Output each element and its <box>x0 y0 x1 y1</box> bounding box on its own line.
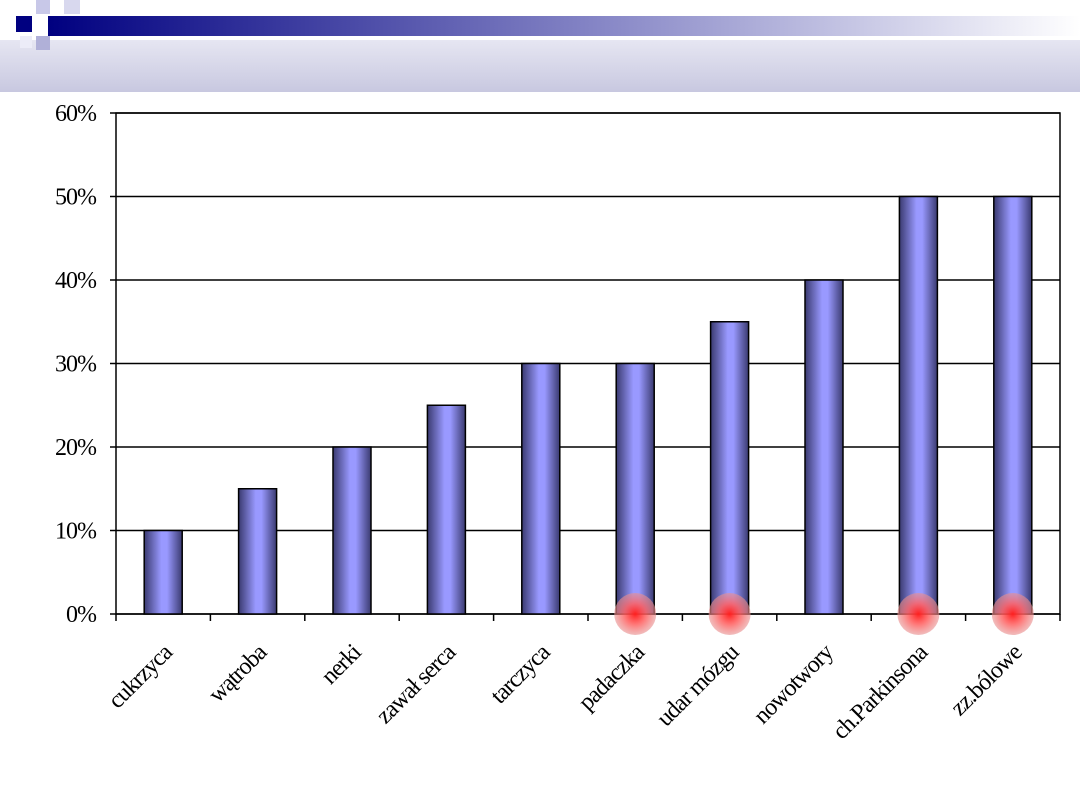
x-tick-label: zawał serca <box>371 639 461 729</box>
x-tick-label: nowotwory <box>749 639 839 729</box>
bar <box>426 404 467 615</box>
y-tick-label: 40% <box>55 268 97 294</box>
bar <box>143 529 183 615</box>
y-tick-label: 20% <box>55 435 97 461</box>
y-tick-label: 10% <box>55 519 97 545</box>
y-tick-label: 60% <box>55 101 97 127</box>
highlight-dot <box>897 593 940 635</box>
plot-area: 0% 10% 20% 30% 40% 50% 60% cukrzyca wątroba nerki… <box>55 101 1061 745</box>
bar <box>993 195 1033 615</box>
x-tick-label: nerki <box>317 639 368 690</box>
bar <box>332 446 372 615</box>
bar <box>898 195 939 615</box>
x-tick-label: wątroba <box>204 639 273 708</box>
y-tick-label: 0% <box>66 602 97 628</box>
bar <box>521 362 561 615</box>
bar <box>237 488 278 615</box>
x-tick-label: ch.Parkinsona <box>828 639 934 745</box>
x-tick-label: tarczyca <box>486 639 556 709</box>
x-tick-label: zz.bólowe <box>946 640 1028 722</box>
bar <box>804 279 844 615</box>
x-tick-label: padaczka <box>574 639 651 716</box>
highlight-dot <box>708 593 751 635</box>
bar <box>709 321 750 615</box>
header-decoration <box>0 0 1080 92</box>
x-tick-label: udar mózgu <box>652 639 745 732</box>
y-tick-label: 30% <box>55 352 97 378</box>
x-tick-label: cukrzyca <box>103 639 178 714</box>
y-tick-label: 50% <box>55 185 97 211</box>
bar <box>615 362 655 615</box>
highlight-dot <box>991 593 1034 635</box>
highlight-dot <box>614 593 657 635</box>
